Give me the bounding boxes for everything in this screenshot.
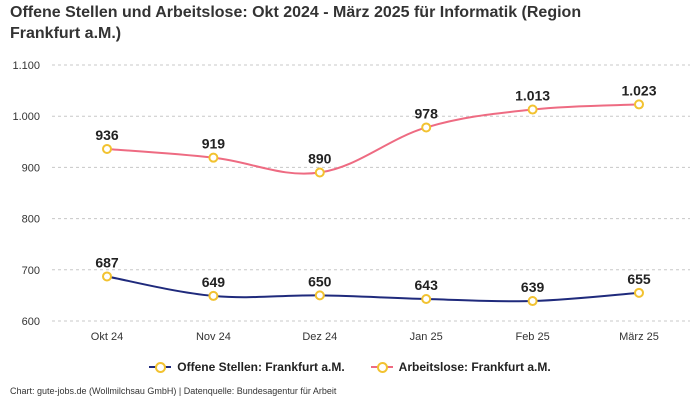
data-point: [102, 271, 112, 282]
data-label: 1.023: [621, 82, 656, 98]
y-tick-label: 800: [22, 214, 40, 226]
series-line-offene-stellen: [106, 275, 640, 303]
footer-credit: Chart: gute-jobs.de (Wollmilchsau GmbH) …: [10, 386, 337, 396]
data-point: [421, 122, 432, 133]
data-point: [634, 287, 644, 298]
data-label: 919: [202, 136, 226, 152]
x-tick-label: Nov 24: [196, 331, 231, 343]
data-label: 687: [95, 254, 119, 270]
data-point: [314, 167, 325, 178]
data-labels: 687 649 650 643 639 655 936 919 890 978 1.013 1.023: [95, 82, 656, 295]
legend-label-arbeitslose: Arbeitslose: Frankfurt a.M.: [398, 360, 551, 374]
data-label: 936: [95, 127, 119, 143]
y-tick-label: 1.100: [12, 60, 40, 72]
legend-item-arbeitslose[interactable]: Arbeitslose: Frankfurt a.M.: [370, 360, 551, 374]
data-point: [314, 290, 325, 301]
x-tick-label: Okt 24: [91, 331, 123, 343]
data-point: [421, 293, 432, 304]
chart-title: Offene Stellen und Arbeitslose: Okt 2024…: [10, 4, 582, 42]
y-tick-label: 700: [22, 265, 40, 277]
data-point: [208, 152, 219, 163]
series-lines: [106, 103, 640, 303]
data-label: 890: [308, 151, 332, 167]
y-tick-label: 1.000: [12, 111, 40, 123]
y-axis: 600 700 800 900 1.000 1.100: [12, 60, 40, 328]
data-label: 978: [415, 105, 439, 121]
x-tick-label: Dez 24: [302, 331, 337, 343]
legend-swatch-offene-stellen: [149, 361, 172, 373]
data-label: 1.013: [515, 88, 550, 104]
data-point: [527, 296, 538, 307]
x-axis: Okt 24 Nov 24 Dez 24 Jan 25 Feb 25 März 25: [91, 331, 659, 343]
data-label: 655: [627, 271, 651, 287]
series-markers: [102, 99, 644, 307]
data-point: [527, 104, 538, 115]
y-tick-label: 900: [22, 162, 40, 174]
grid-lines: [52, 64, 690, 322]
y-tick-label: 600: [22, 316, 40, 328]
data-point: [634, 99, 644, 110]
x-tick-label: März 25: [619, 331, 659, 343]
legend-item-offene-stellen[interactable]: Offene Stellen: Frankfurt a.M.: [149, 360, 345, 374]
data-label: 649: [202, 274, 226, 290]
legend: Offene Stellen: Frankfurt a.M. Arbeitslo…: [0, 360, 700, 374]
x-tick-label: Jan 25: [410, 331, 443, 343]
x-tick-label: Feb 25: [515, 331, 549, 343]
data-label: 643: [415, 277, 439, 293]
legend-swatch-arbeitslose: [370, 361, 393, 373]
series-line-arbeitslose: [106, 103, 640, 175]
data-label: 650: [308, 273, 332, 289]
data-point: [208, 290, 219, 301]
data-label: 639: [521, 279, 545, 295]
legend-label-offene-stellen: Offene Stellen: Frankfurt a.M.: [177, 360, 345, 374]
data-point: [102, 143, 112, 154]
